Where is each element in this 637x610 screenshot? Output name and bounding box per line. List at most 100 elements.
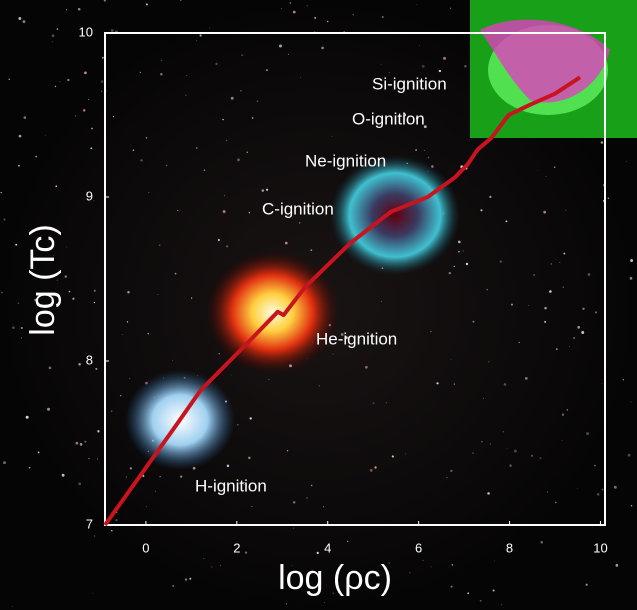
star xyxy=(288,54,289,55)
star xyxy=(489,196,491,198)
star xyxy=(518,342,519,343)
star xyxy=(501,604,502,605)
star xyxy=(203,558,204,559)
star xyxy=(573,337,575,339)
star xyxy=(127,321,128,322)
star xyxy=(15,244,17,246)
star xyxy=(487,492,490,495)
star xyxy=(321,47,324,50)
star xyxy=(266,69,268,71)
star xyxy=(533,274,535,276)
star xyxy=(248,457,250,459)
star xyxy=(231,97,234,100)
star xyxy=(559,262,560,263)
star xyxy=(180,475,182,477)
star xyxy=(556,348,558,350)
star xyxy=(57,28,59,30)
star xyxy=(466,263,468,265)
star xyxy=(161,60,162,61)
star xyxy=(528,305,529,306)
x-tick-label: 2 xyxy=(233,540,240,555)
star xyxy=(353,14,354,15)
star xyxy=(293,501,295,503)
star xyxy=(26,416,29,419)
page: log (ρc) log (Tc) 024681078910Si-ignitio… xyxy=(0,0,637,610)
star xyxy=(451,586,453,588)
star xyxy=(257,101,259,103)
star xyxy=(463,250,464,251)
star xyxy=(9,79,10,80)
star xyxy=(446,477,447,478)
star xyxy=(223,210,226,213)
y-tick-label: 8 xyxy=(86,352,93,367)
star xyxy=(531,455,533,457)
star xyxy=(38,452,40,454)
star xyxy=(211,566,213,568)
star xyxy=(122,334,123,335)
star xyxy=(281,8,282,9)
star xyxy=(185,95,186,96)
star xyxy=(19,135,22,138)
star xyxy=(419,45,420,46)
star xyxy=(115,519,117,521)
y-tick-label: 10 xyxy=(79,24,93,39)
star xyxy=(577,488,578,489)
star xyxy=(196,40,197,41)
star xyxy=(140,72,141,73)
star xyxy=(69,291,71,293)
star xyxy=(158,294,159,295)
star xyxy=(451,359,452,360)
star xyxy=(266,189,268,191)
star xyxy=(279,45,282,48)
star xyxy=(586,432,589,435)
star xyxy=(537,170,538,171)
star xyxy=(490,443,491,444)
star xyxy=(159,476,160,477)
star xyxy=(166,165,167,166)
star xyxy=(155,491,156,492)
star xyxy=(78,8,80,10)
star xyxy=(3,218,5,220)
star xyxy=(389,72,390,73)
star xyxy=(503,431,504,432)
star xyxy=(1,292,2,293)
star xyxy=(247,152,248,153)
star xyxy=(370,469,373,472)
star xyxy=(220,565,221,566)
star xyxy=(60,81,61,82)
star xyxy=(35,156,37,158)
star xyxy=(381,301,382,302)
x-tick-label: 8 xyxy=(506,540,513,555)
star xyxy=(467,592,469,594)
star xyxy=(97,430,99,432)
star xyxy=(450,8,451,9)
star xyxy=(545,176,546,177)
star xyxy=(47,408,50,411)
star xyxy=(21,327,23,329)
star xyxy=(251,506,252,507)
star xyxy=(608,197,610,199)
star xyxy=(159,244,161,246)
star xyxy=(91,128,93,130)
star xyxy=(480,600,482,602)
star xyxy=(293,528,294,529)
star xyxy=(18,17,21,20)
star xyxy=(631,505,633,507)
star xyxy=(506,220,508,222)
star xyxy=(454,266,455,267)
star xyxy=(311,485,313,487)
star xyxy=(240,90,241,91)
star xyxy=(500,260,502,262)
star xyxy=(97,458,98,459)
star xyxy=(623,379,624,380)
star xyxy=(551,263,553,265)
star xyxy=(172,585,174,587)
star xyxy=(614,486,617,489)
star xyxy=(191,297,192,298)
star xyxy=(616,564,619,567)
star xyxy=(101,80,104,83)
star xyxy=(111,530,112,531)
star xyxy=(127,291,129,293)
star xyxy=(252,117,254,119)
annotation: Si-ignition xyxy=(372,74,447,93)
